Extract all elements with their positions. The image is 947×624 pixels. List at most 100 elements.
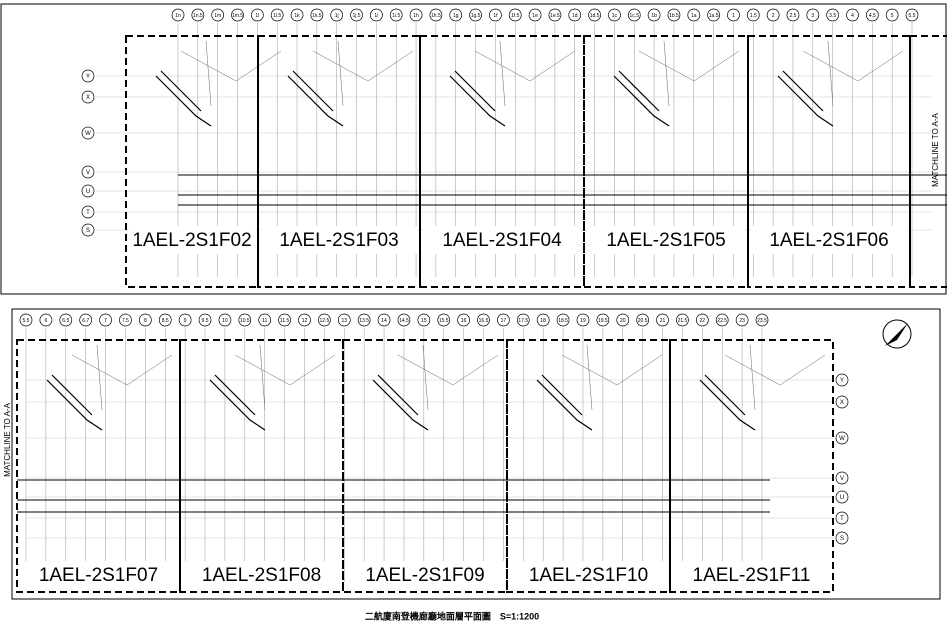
column-bubble [676,313,689,327]
sheet-label: 1AEL-2S1F08 [202,565,321,586]
row-label: X [840,400,844,406]
column-label: 16 [461,318,467,324]
sheet-boundary [16,339,181,593]
column-label: 6 [45,318,48,324]
column-label: 1 [732,13,735,19]
label-bg [510,561,667,589]
row-bubble [835,471,849,485]
column-label: 3 [811,13,814,19]
column-bubble [337,313,351,327]
column-label: 18 [540,318,546,324]
column-label: 5 [891,13,894,19]
label-bg [183,561,340,589]
column-label: 1e [532,13,538,19]
column-bubble [616,313,630,327]
column-label: 10.5 [240,318,250,324]
column-label: 16.5 [479,318,489,324]
column-bubble [251,8,264,22]
column-label: 19.5 [598,318,608,324]
column-label: 7 [104,318,107,324]
aircraft-outline [724,344,826,411]
column-bubble [330,8,344,22]
jet-bridge [155,70,212,127]
sheet-boundary [125,35,259,288]
column-bubble [528,8,542,22]
column-bubble [806,8,820,22]
column-label: 1i [374,13,378,19]
column-label: 10 [222,318,228,324]
column-bubble [370,8,383,22]
aircraft-outline [397,344,499,411]
column-bubble [310,8,324,22]
column-bubble [786,8,800,22]
column-bubble [357,313,371,327]
column-label: 18.5 [558,318,568,324]
column-bubble [695,313,709,327]
sheet-boundary [669,339,834,593]
column-bubble [516,313,530,327]
label-bg [423,226,581,254]
column-label: 1g.5 [471,13,481,19]
column-bubble [556,313,570,327]
column-label: 1c [612,13,618,19]
matchline-label: MATCHLINE TO A-A [931,112,940,186]
matchline-label: MATCHLINE TO A-A [3,402,12,476]
label-bg [346,561,504,589]
column-bubble [766,8,780,22]
column-bubble [350,8,363,22]
column-bubble [19,313,33,327]
row-label: Y [86,74,90,80]
column-label: 21 [660,318,666,324]
sheet-boundary [583,35,749,288]
row-bubble [81,126,95,140]
column-bubble [826,8,839,22]
column-bubble [548,8,562,22]
column-bubble [596,313,610,327]
column-label: 7.5 [122,318,129,324]
column-bubble [627,8,641,22]
column-bubble [885,8,899,22]
column-bubble [636,313,649,327]
column-bubble [39,313,53,327]
column-bubble [667,8,681,22]
column-label: 4.5 [869,13,876,19]
column-bubble [377,313,391,327]
north-arrow [885,323,908,346]
column-bubble [608,8,621,22]
row-bubble [81,165,95,179]
column-bubble [318,313,331,327]
row-bubble [835,395,849,409]
column-label: 1e.5 [550,13,560,19]
column-label: 15 [421,318,427,324]
column-bubble [497,313,510,327]
column-label: 13.5 [359,318,369,324]
row-label: U [840,495,844,501]
column-bubble [536,313,550,327]
row-label: V [86,170,90,176]
label-bg [129,226,255,254]
column-bubble [429,8,443,22]
aircraft-outline [312,40,414,107]
row-bubble [835,431,849,445]
column-label: 13 [341,318,347,324]
row-bubble [835,490,849,504]
sheet-label: 1AEL-2S1F03 [279,230,398,251]
sheet-boundary [179,339,344,593]
label-bg [261,226,417,254]
jet-bridge [287,70,344,127]
column-bubble [389,8,403,22]
column-label: 9 [184,318,187,324]
column-label: 5.5 [23,318,30,324]
column-bubble [178,313,192,327]
column-bubble [270,8,284,22]
north-arrow [882,319,912,349]
column-label: 1k [294,13,300,19]
row-label: X [86,95,90,101]
jet-bridge [209,374,266,431]
column-bubble [211,8,225,22]
column-label: 20.5 [638,318,648,324]
column-bubble [231,8,244,22]
column-bubble [727,8,740,22]
sheet-label: 1AEL-2S1F11 [693,565,811,586]
